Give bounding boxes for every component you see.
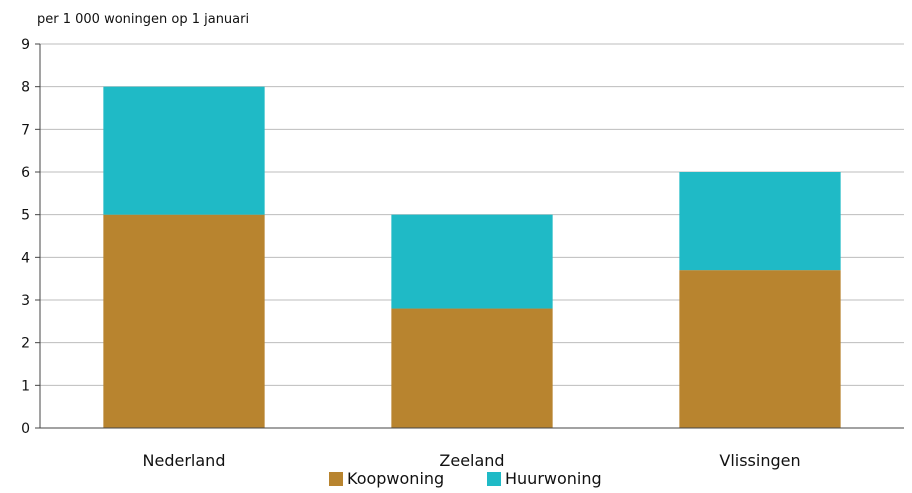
bars: [103, 86, 841, 428]
y-tick-label: 4: [21, 250, 30, 266]
bar-koopwoning-zeeland: [391, 308, 553, 428]
bar-koopwoning-nederland: [103, 214, 265, 428]
y-tick-label: 0: [21, 421, 30, 437]
y-tick-labels: 0 1 2 3 4 5 6 7 8 9: [21, 37, 40, 437]
y-tick-label: 2: [21, 336, 30, 352]
x-category-label: Nederland: [143, 451, 226, 470]
legend-label-huurwoning: Huurwoning: [505, 469, 602, 488]
axes: [39, 44, 904, 429]
bar-huurwoning-vlissingen: [679, 172, 841, 271]
y-tick-label: 5: [21, 208, 30, 224]
legend-swatch-huurwoning: [487, 472, 501, 486]
y-tick-label: 6: [21, 165, 30, 181]
unit-label: per 1 000 woningen op 1 januari: [37, 12, 249, 27]
x-category-label: Zeeland: [439, 451, 504, 470]
y-tick-label: 8: [21, 80, 30, 96]
y-tick-label: 7: [21, 122, 30, 138]
y-tick-label: 9: [21, 37, 30, 53]
bar-koopwoning-vlissingen: [679, 270, 841, 428]
x-category-labels: Nederland Zeeland Vlissingen: [143, 451, 801, 470]
legend-swatch-koopwoning: [329, 472, 343, 486]
bar-huurwoning-nederland: [103, 86, 265, 215]
y-tick-label: 3: [21, 293, 30, 309]
legend: Koopwoning Huurwoning: [329, 469, 602, 488]
legend-label-koopwoning: Koopwoning: [347, 469, 444, 488]
bar-huurwoning-zeeland: [391, 214, 553, 309]
y-tick-label: 1: [21, 378, 30, 394]
x-category-label: Vlissingen: [719, 451, 800, 470]
